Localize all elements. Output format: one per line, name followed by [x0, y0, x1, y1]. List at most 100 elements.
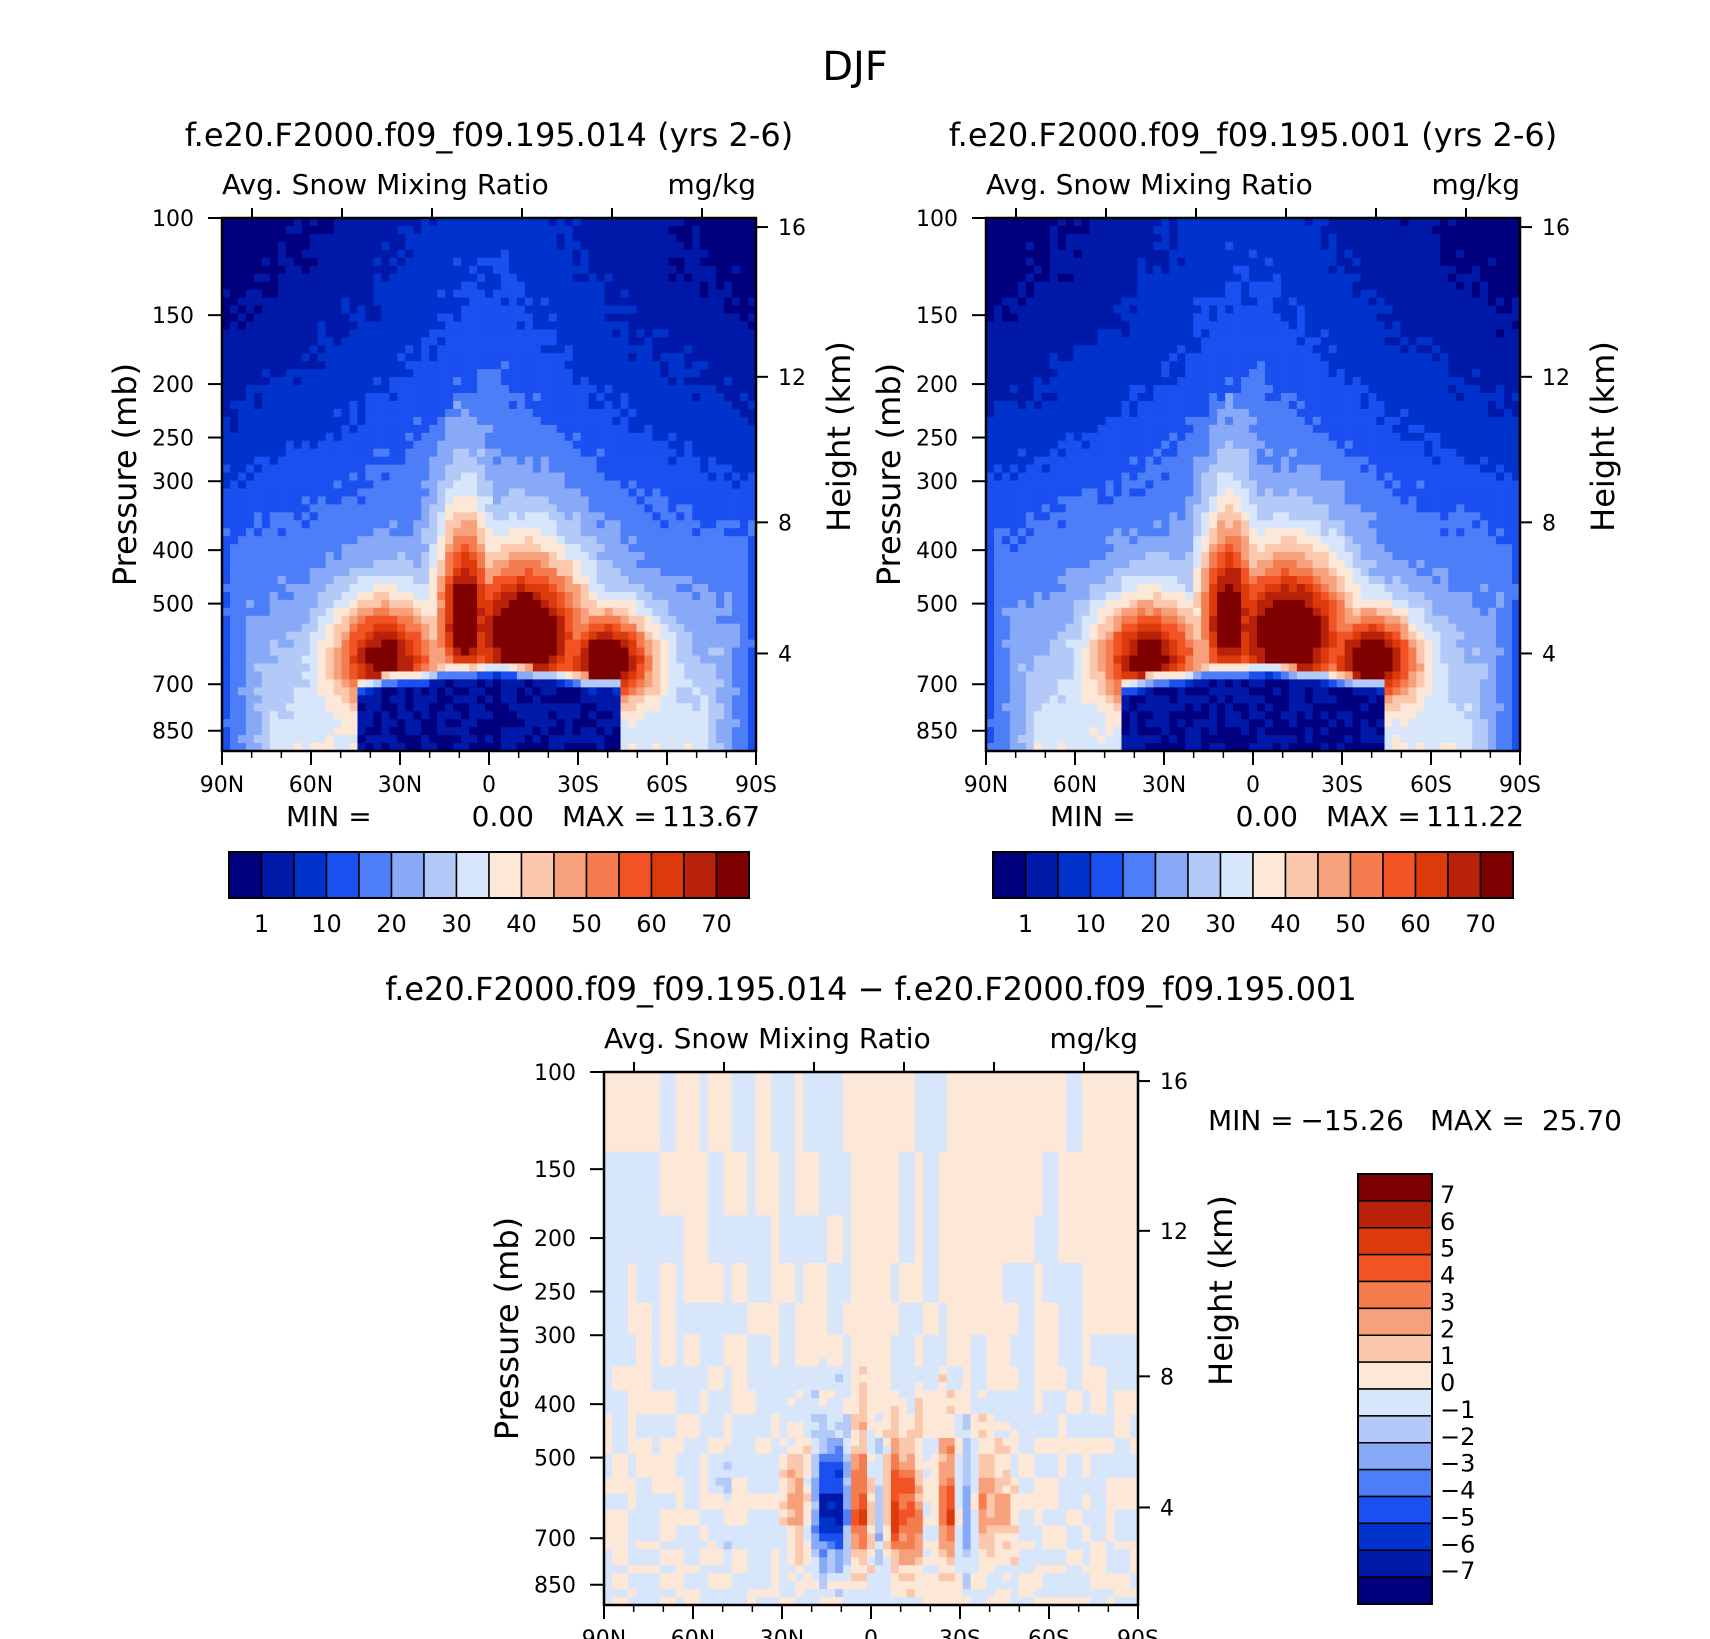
field-cell: [333, 607, 343, 617]
field-cell: [580, 703, 590, 712]
field-cell: [660, 703, 669, 712]
field-cell: [524, 440, 534, 450]
field-cell: [333, 695, 343, 704]
field-cell: [349, 655, 359, 665]
field-cell: [540, 241, 550, 251]
field-cell: [285, 488, 295, 498]
field-cell: [261, 568, 271, 577]
field-cell: [716, 631, 725, 641]
field-cell: [1049, 218, 1059, 227]
field-cell: [1041, 241, 1051, 251]
field-cell: [508, 679, 518, 688]
field-cell: [341, 488, 351, 498]
field-cell: [445, 281, 454, 291]
field-cell: [1041, 249, 1051, 259]
field-cell: [477, 432, 486, 442]
field-cell: [389, 599, 398, 609]
field-cell: [365, 472, 375, 482]
field-cell: [564, 289, 574, 299]
field-cell: [405, 353, 414, 362]
field-cell: [580, 575, 590, 585]
field-cell: [993, 218, 1003, 227]
field-cell: [524, 281, 534, 291]
field-cell: [389, 289, 398, 299]
field-cell: [349, 575, 359, 585]
field-cell: [429, 361, 438, 370]
field-cell: [325, 528, 335, 537]
field-cell: [748, 679, 757, 688]
field-cell: [492, 353, 502, 362]
field-cell: [524, 504, 534, 513]
field-cell: [580, 735, 590, 744]
field-cell: [540, 504, 550, 513]
field-cell: [564, 552, 574, 561]
field-cell: [277, 631, 287, 641]
field-cell: [588, 655, 598, 665]
field-cell: [237, 400, 247, 410]
field-cell: [1432, 233, 1441, 243]
field-cell: [461, 225, 470, 235]
field-cell: [397, 265, 406, 275]
field-cell: [1233, 241, 1242, 251]
field-cell: [285, 615, 295, 625]
field-cell: [676, 432, 685, 442]
field-cell: [405, 671, 414, 681]
field-cell: [461, 265, 470, 275]
field-cell: [652, 536, 661, 545]
field-cell: [309, 591, 319, 601]
field-cell: [1376, 241, 1386, 251]
field-cell: [222, 743, 231, 752]
field-cell: [732, 504, 741, 513]
colorbar-swatch: [358, 851, 393, 899]
field-cell: [492, 520, 502, 529]
field-cell: [477, 655, 486, 665]
field-cell: [222, 424, 231, 434]
field-cell: [692, 345, 701, 354]
field-cell: [596, 671, 606, 681]
field-cell: [389, 703, 398, 712]
field-cell: [485, 377, 494, 386]
field-cell: [628, 687, 638, 696]
field-cell: [668, 536, 677, 545]
field-cell: [620, 408, 630, 418]
field-cell: [269, 289, 279, 299]
field-cell: [341, 385, 351, 394]
field-cell: [684, 257, 693, 267]
field-cell: [604, 440, 614, 450]
field-cell: [708, 488, 717, 498]
field-cell: [445, 663, 454, 673]
field-cell: [596, 233, 606, 243]
field-cell: [628, 233, 638, 243]
field-cell: [532, 480, 542, 490]
field-cell: [245, 424, 255, 434]
field-cell: [588, 337, 598, 346]
field-cell: [317, 536, 327, 545]
field-cell: [508, 265, 518, 275]
field-cell: [492, 671, 502, 681]
field-cell: [397, 631, 406, 641]
field-cell: [429, 369, 438, 378]
field-cell: [644, 591, 653, 601]
field-cell: [500, 520, 510, 529]
field-cell: [692, 695, 701, 704]
field-cell: [301, 241, 311, 251]
field-cell: [389, 353, 398, 362]
field-cell: [413, 687, 422, 696]
field-cell: [604, 265, 614, 275]
field-cell: [365, 711, 375, 720]
field-cell: [469, 536, 478, 545]
field-cell: [556, 432, 566, 442]
field-cell: [620, 552, 630, 561]
field-cell: [325, 599, 335, 609]
field-cell: [269, 647, 279, 657]
field-cell: [604, 607, 614, 617]
field-cell: [261, 504, 271, 513]
field-cell: [429, 703, 438, 712]
field-cell: [636, 393, 646, 402]
field-cell: [500, 655, 510, 665]
field-cell: [253, 289, 263, 299]
field-cell: [732, 305, 741, 315]
field-cell: [413, 337, 422, 346]
field-cell: [692, 512, 701, 521]
field-cell: [293, 488, 303, 498]
